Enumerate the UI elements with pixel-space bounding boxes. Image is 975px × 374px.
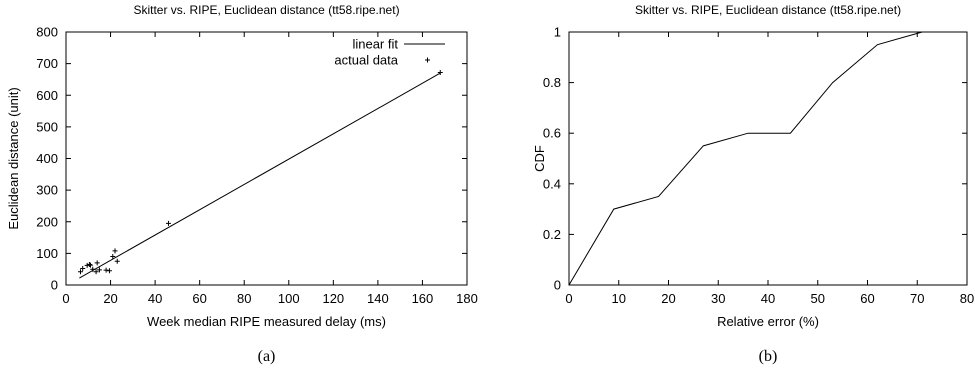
data-point	[93, 269, 99, 275]
panel-label: (a)	[258, 348, 276, 365]
x-tick-label: 100	[278, 291, 300, 306]
data-point	[165, 220, 171, 226]
x-tick-label: 0	[565, 291, 572, 306]
x-tick-label: 20	[103, 291, 117, 306]
data-point	[96, 267, 102, 273]
y-tick-label: 0.8	[543, 75, 561, 90]
y-tick-label: 800	[36, 25, 58, 40]
y-tick-label: 200	[36, 214, 58, 229]
data-point	[90, 266, 96, 272]
y-tick-label: 0.6	[543, 126, 561, 141]
data-point	[86, 261, 92, 267]
x-tick-label: 80	[960, 291, 974, 306]
x-axis-label: Relative error (%)	[717, 314, 819, 329]
y-tick-label: 300	[36, 183, 58, 198]
x-tick-label: 10	[612, 291, 626, 306]
legend-label: linear fit	[352, 37, 398, 52]
y-tick-label: 0.4	[543, 176, 561, 191]
x-tick-label: 20	[661, 291, 675, 306]
x-tick-label: 160	[412, 291, 434, 306]
chart-title: Skitter vs. RIPE, Euclidean distance (tt…	[635, 3, 901, 17]
x-axis-label: Week median RIPE measured delay (ms)	[147, 314, 386, 329]
y-tick-label: 1	[554, 25, 561, 40]
data-point	[437, 69, 443, 75]
x-tick-label: 0	[62, 291, 69, 306]
x-tick-label: 60	[860, 291, 874, 306]
x-tick-label: 40	[761, 291, 775, 306]
y-tick-label: 0	[554, 278, 561, 293]
y-tick-label: 0.2	[543, 227, 561, 242]
y-axis-label: Euclidean distance (unit)	[6, 87, 21, 229]
x-tick-label: 80	[237, 291, 251, 306]
cdf-line	[568, 31, 923, 286]
data-point	[88, 262, 94, 268]
x-tick-label: 180	[456, 291, 478, 306]
x-tick-label: 60	[192, 291, 206, 306]
y-tick-label: 0	[51, 278, 58, 293]
y-tick-label: 100	[36, 246, 58, 261]
plot-frame	[65, 31, 468, 286]
data-point	[80, 266, 86, 272]
y-tick-label: 700	[36, 56, 58, 71]
plot-frame	[568, 31, 968, 286]
legend-marker	[425, 57, 430, 63]
data-point	[106, 268, 112, 274]
chart-panel-2: Skitter vs. RIPE, Euclidean distance (tt…	[532, 3, 974, 365]
data-point	[103, 267, 109, 273]
x-tick-label: 30	[711, 291, 725, 306]
y-tick-label: 600	[36, 88, 58, 103]
y-tick-label: 500	[36, 119, 58, 134]
data-point	[77, 269, 83, 275]
chart-panel-1: Skitter vs. RIPE, Euclidean distance (tt…	[6, 3, 478, 365]
legend-label: actual data	[334, 53, 398, 68]
data-point	[114, 258, 120, 264]
x-tick-label: 70	[910, 291, 924, 306]
data-point	[94, 260, 100, 266]
data-point	[110, 254, 116, 260]
series-line-linear-fit	[79, 72, 441, 279]
data-point	[112, 248, 118, 254]
panel-label: (b)	[759, 348, 778, 365]
x-tick-label: 40	[148, 291, 162, 306]
y-axis-label: CDF	[532, 145, 547, 172]
x-tick-label: 50	[811, 291, 825, 306]
y-tick-label: 400	[36, 151, 58, 166]
chart-title: Skitter vs. RIPE, Euclidean distance (tt…	[133, 3, 399, 17]
x-tick-label: 140	[367, 291, 389, 306]
x-tick-label: 120	[322, 291, 344, 306]
